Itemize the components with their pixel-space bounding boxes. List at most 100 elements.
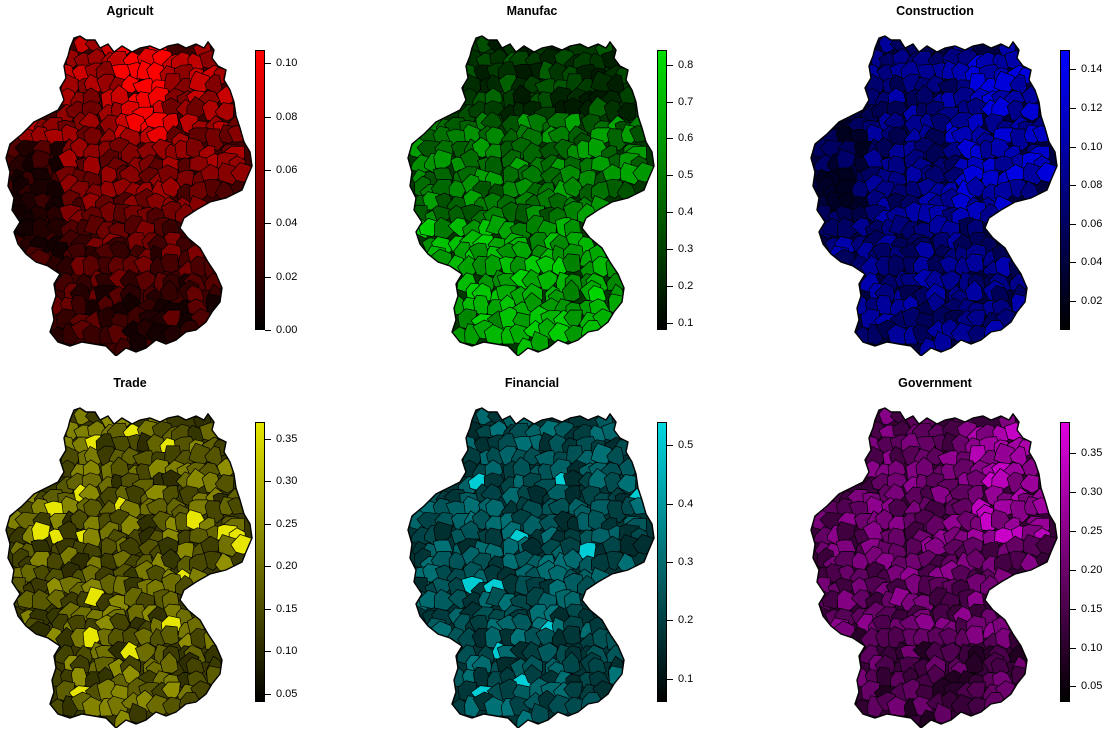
colorbar-tick-label: 0.2: [678, 614, 694, 627]
colorbar-tick-label: 0.10: [276, 645, 298, 658]
colorbar-tick: [667, 562, 673, 563]
map-region: [965, 279, 984, 302]
colorbar-tick: [1070, 262, 1076, 264]
panel-title: Manufac: [506, 4, 558, 18]
map-region: [965, 651, 984, 674]
colorbar-tick: [265, 276, 271, 278]
colorbar-tick-label: 0.05: [276, 687, 298, 700]
map-region: [562, 651, 581, 674]
colorbar-tick: [667, 678, 673, 680]
colorbar-tick-label: 0.3: [678, 242, 694, 255]
map-outline: [407, 35, 655, 356]
map-region: [562, 625, 581, 645]
colorbar-tick-label: 0.25: [276, 517, 298, 530]
colorbar-tick-label: 0.15: [276, 602, 298, 615]
colorbar-tick: [667, 248, 673, 250]
map-region: [965, 548, 987, 570]
map-region: [606, 500, 626, 524]
colorbar-tick: [265, 63, 271, 65]
colorbar-tick: [667, 212, 673, 214]
colorbar-tick: [1070, 185, 1076, 187]
colorbar-tick: [265, 223, 271, 225]
panel-construction: Construction 0.02 0.04 0.06 0.08 0.10 0.12 0.1…: [805, 0, 1107, 361]
colorbar-tick-label: 0.10: [1081, 641, 1103, 654]
colorbar-tick: [1070, 453, 1076, 455]
map-region: [1009, 128, 1029, 152]
colorbar-tick-label: 0.4: [678, 206, 694, 219]
colorbar-tick: [1070, 107, 1076, 109]
colorbar-tick: [667, 445, 673, 447]
panel-financial: Financial 0.1 0.2 0.3 0.4 0.5: [402, 372, 771, 733]
colorbar-tick-label: 0.3: [678, 556, 694, 568]
colorbar-tick-label: 0.05: [1081, 680, 1103, 693]
colorbar-tick-label: 0.14: [1081, 63, 1103, 76]
map-region: [1009, 500, 1029, 524]
map-region: [160, 625, 179, 645]
colorbar-tick-label: 0.30: [276, 475, 298, 488]
map-region: [160, 176, 182, 198]
colorbar-tick-label: 0.4: [678, 497, 694, 510]
colorbar-tick: [1070, 301, 1076, 303]
colorbar-tick-label: 0.08: [1081, 179, 1103, 192]
map-region: [606, 128, 626, 152]
colorbar-financial: [657, 422, 667, 702]
colorbar-tick-label: 0.5: [678, 169, 694, 182]
panel-agricult: Agricult 0.00 0.02 0.04 0.06 0.08 0.10: [0, 0, 369, 361]
colorbar-tick-label: 0.7: [678, 95, 694, 108]
colorbar-tick: [1070, 647, 1076, 649]
colorbar-tick: [1070, 146, 1076, 148]
map-outline: [810, 35, 1058, 356]
germany-map-agricult: [5, 35, 253, 356]
colorbar-agricult: [255, 50, 265, 330]
colorbar-tick: [1070, 686, 1076, 688]
colorbar-government: [1060, 422, 1070, 702]
colorbar-tick: [1070, 530, 1076, 532]
colorbar-tick: [667, 175, 673, 177]
map-outline: [810, 407, 1058, 728]
map-region: [562, 176, 584, 198]
colorbar-tick: [265, 330, 271, 331]
colorbar-tick-label: 0.5: [678, 439, 694, 452]
colorbar-tick-label: 0.00: [276, 324, 298, 336]
map-region: [965, 625, 984, 645]
map-region: [160, 651, 179, 674]
colorbar-tick-label: 0.02: [276, 270, 298, 283]
map-outline: [407, 407, 655, 728]
colorbar-tick: [265, 523, 271, 525]
colorbar-tick-label: 0.06: [276, 164, 298, 176]
colorbar-tick-label: 0.35: [1081, 447, 1103, 460]
colorbar-tick: [667, 620, 673, 622]
colorbar-manufac: [657, 50, 667, 330]
colorbar-tick: [1070, 492, 1076, 493]
germany-map-government: [810, 407, 1058, 728]
map-region: [965, 253, 984, 273]
colorbar-tick-label: 0.20: [276, 560, 298, 573]
colorbar-tick-label: 0.15: [1081, 602, 1103, 615]
colorbar-tick: [667, 138, 673, 140]
colorbar-tick: [1070, 608, 1076, 610]
panel-manufac: Manufac 0.1 0.2 0.3 0.4 0.5 0.6 0.7 0.8: [402, 0, 771, 361]
map-region: [562, 253, 581, 273]
colorbar-tick-label: 0.2: [678, 279, 694, 292]
colorbar-tick: [265, 693, 271, 695]
map-region: [160, 279, 179, 302]
colorbar-tick-label: 0.12: [1081, 101, 1103, 114]
panel-title: Government: [898, 376, 972, 390]
map-region: [562, 279, 581, 302]
germany-map-financial: [407, 407, 655, 728]
colorbar-tick: [1070, 569, 1076, 571]
colorbar-tick: [265, 651, 271, 653]
colorbar-tick-label: 0.06: [1081, 217, 1103, 230]
germany-map-trade: [5, 407, 253, 728]
colorbar-tick: [667, 64, 673, 66]
colorbar-tick: [265, 608, 271, 610]
colorbar-tick-label: 0.04: [276, 217, 298, 230]
colorbar-tick-label: 0.1: [678, 316, 694, 329]
colorbar-tick: [667, 101, 673, 103]
panel-trade: Trade 0.05 0.10 0.15 0.20 0.25 0.30 0.35: [0, 372, 369, 733]
colorbar-tick: [265, 481, 271, 483]
germany-map-construction: [810, 35, 1058, 356]
map-region: [204, 500, 224, 524]
colorbar-tick: [667, 503, 673, 505]
colorbar-tick: [265, 438, 271, 440]
